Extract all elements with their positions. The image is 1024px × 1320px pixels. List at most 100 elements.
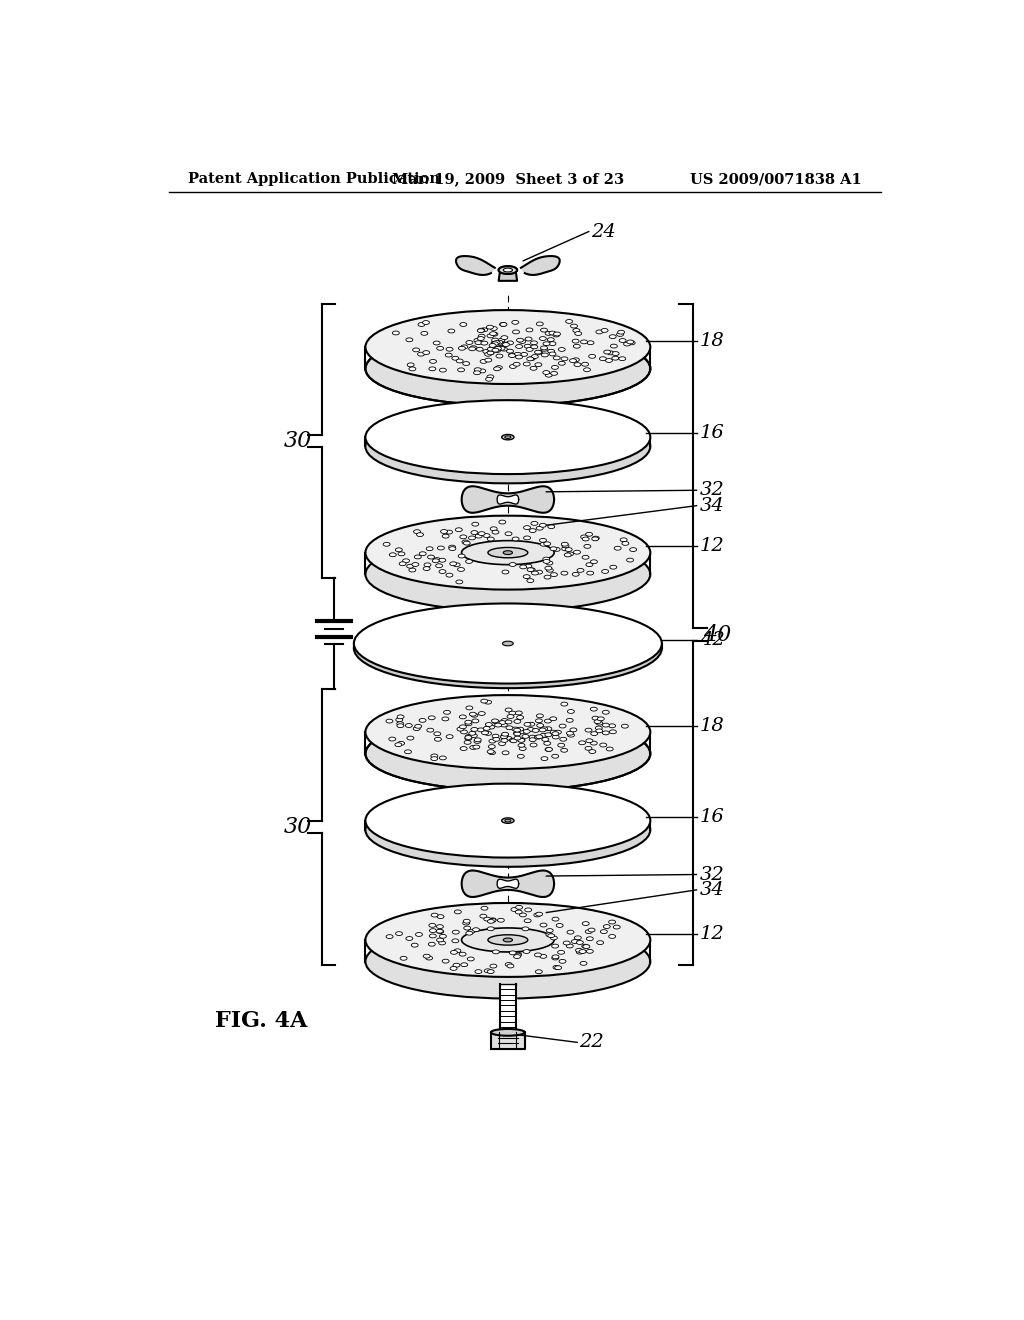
Ellipse shape <box>469 347 475 351</box>
Ellipse shape <box>399 562 407 566</box>
Ellipse shape <box>505 737 512 741</box>
Ellipse shape <box>490 333 498 337</box>
Ellipse shape <box>502 342 509 346</box>
Ellipse shape <box>552 956 559 960</box>
Ellipse shape <box>511 908 518 911</box>
Ellipse shape <box>583 537 589 541</box>
Ellipse shape <box>421 331 428 335</box>
Ellipse shape <box>572 358 580 362</box>
Ellipse shape <box>488 744 496 748</box>
Ellipse shape <box>487 935 527 945</box>
Ellipse shape <box>442 535 450 539</box>
Ellipse shape <box>366 537 650 611</box>
Ellipse shape <box>595 726 602 730</box>
Ellipse shape <box>600 929 607 933</box>
Ellipse shape <box>462 540 469 544</box>
Ellipse shape <box>515 355 522 359</box>
Ellipse shape <box>501 738 508 742</box>
Ellipse shape <box>515 909 522 913</box>
Ellipse shape <box>513 363 520 366</box>
Text: 22: 22 <box>580 1034 604 1051</box>
Ellipse shape <box>562 544 569 548</box>
Text: 30: 30 <box>284 816 312 838</box>
Ellipse shape <box>440 529 447 533</box>
Ellipse shape <box>442 717 449 721</box>
Ellipse shape <box>383 543 390 546</box>
Ellipse shape <box>406 937 413 940</box>
Ellipse shape <box>525 337 532 341</box>
Ellipse shape <box>494 367 501 371</box>
Ellipse shape <box>558 347 565 351</box>
Ellipse shape <box>523 362 530 366</box>
Ellipse shape <box>494 348 501 352</box>
Ellipse shape <box>585 746 592 750</box>
Ellipse shape <box>581 535 588 539</box>
Ellipse shape <box>579 741 586 744</box>
Polygon shape <box>462 486 554 512</box>
Ellipse shape <box>429 929 436 932</box>
Ellipse shape <box>427 729 434 733</box>
Ellipse shape <box>524 722 530 726</box>
Ellipse shape <box>453 964 460 968</box>
Polygon shape <box>456 256 495 275</box>
Ellipse shape <box>577 950 584 954</box>
Ellipse shape <box>489 964 497 968</box>
Ellipse shape <box>470 346 477 350</box>
Ellipse shape <box>446 735 453 738</box>
Ellipse shape <box>527 722 535 726</box>
Ellipse shape <box>460 322 467 326</box>
Ellipse shape <box>452 356 459 360</box>
Ellipse shape <box>458 368 465 372</box>
Ellipse shape <box>409 568 416 572</box>
Ellipse shape <box>530 345 538 348</box>
Ellipse shape <box>541 347 548 351</box>
Ellipse shape <box>500 322 507 326</box>
Ellipse shape <box>567 931 573 935</box>
Ellipse shape <box>548 933 555 937</box>
Ellipse shape <box>483 533 490 537</box>
Ellipse shape <box>526 327 532 331</box>
Ellipse shape <box>520 565 526 569</box>
Ellipse shape <box>591 708 597 711</box>
Ellipse shape <box>366 516 650 590</box>
Ellipse shape <box>617 330 625 334</box>
Ellipse shape <box>591 560 597 564</box>
Ellipse shape <box>397 723 403 727</box>
Ellipse shape <box>438 941 445 945</box>
Ellipse shape <box>578 569 584 573</box>
Ellipse shape <box>536 570 543 574</box>
Text: 12: 12 <box>699 925 724 942</box>
Ellipse shape <box>566 718 573 722</box>
Ellipse shape <box>614 546 622 550</box>
Ellipse shape <box>603 924 610 928</box>
Ellipse shape <box>494 347 501 351</box>
Ellipse shape <box>469 536 475 540</box>
Ellipse shape <box>487 927 495 931</box>
Ellipse shape <box>460 535 467 539</box>
Ellipse shape <box>483 350 489 354</box>
Ellipse shape <box>582 556 589 560</box>
Ellipse shape <box>542 738 549 742</box>
Ellipse shape <box>414 529 421 533</box>
Ellipse shape <box>540 954 547 958</box>
Ellipse shape <box>366 310 650 384</box>
Ellipse shape <box>548 350 555 354</box>
Ellipse shape <box>480 700 487 704</box>
Ellipse shape <box>366 903 650 977</box>
Ellipse shape <box>541 734 547 737</box>
Ellipse shape <box>567 710 574 713</box>
Ellipse shape <box>518 743 525 747</box>
Ellipse shape <box>503 550 512 554</box>
Ellipse shape <box>551 371 557 375</box>
Ellipse shape <box>487 347 495 351</box>
Ellipse shape <box>523 525 530 529</box>
Ellipse shape <box>436 346 443 350</box>
Ellipse shape <box>545 331 552 335</box>
Ellipse shape <box>443 710 451 714</box>
Ellipse shape <box>529 738 537 742</box>
Ellipse shape <box>584 544 591 548</box>
Ellipse shape <box>544 576 551 579</box>
Ellipse shape <box>540 337 547 341</box>
Ellipse shape <box>499 742 506 746</box>
Ellipse shape <box>474 738 481 742</box>
